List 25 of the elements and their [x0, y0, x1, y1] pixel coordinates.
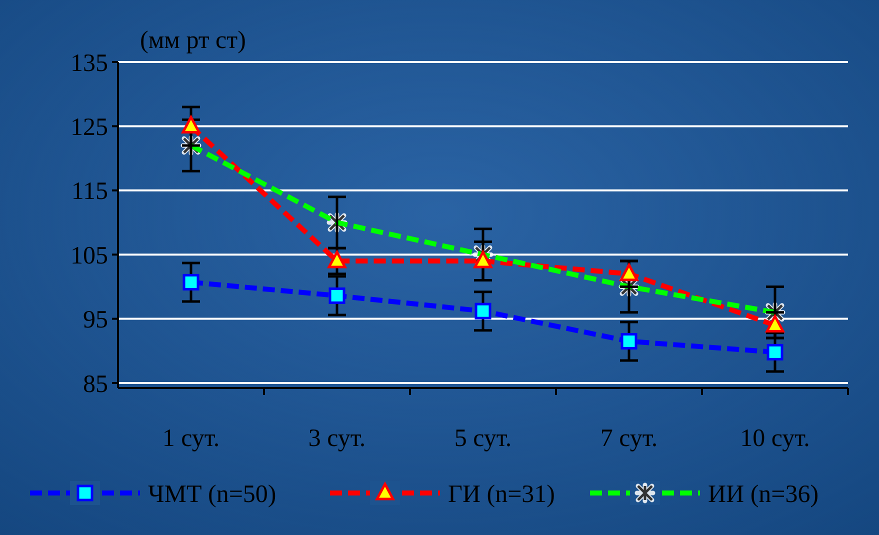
point	[620, 264, 638, 282]
x-tick-label: 7 сут.	[600, 425, 658, 452]
y-tick-label: 105	[70, 242, 108, 270]
legend-label: ЧМТ (n=50)	[148, 480, 276, 508]
y-tick-label: 135	[70, 50, 108, 77]
legend-label: ГИ (n=31)	[448, 480, 556, 508]
point	[328, 287, 346, 304]
point	[328, 250, 346, 268]
y-tick-label: 85	[83, 370, 108, 398]
x-tick-label: 5 сут.	[454, 425, 512, 452]
point	[182, 116, 200, 134]
point	[766, 314, 784, 332]
point	[474, 302, 492, 320]
y-tick-label: 95	[83, 306, 108, 334]
y-axis-title: (мм рт ст)	[140, 27, 246, 54]
point	[182, 274, 200, 290]
x-tick-label: 10 сут.	[740, 425, 810, 452]
point	[474, 250, 492, 268]
point	[766, 344, 784, 360]
legend-label: ИИ (n=36)	[708, 480, 819, 508]
y-tick-label: 125	[70, 114, 108, 141]
y-tick-label: 115	[71, 178, 108, 206]
x-tick-label: 3 сут.	[308, 425, 366, 452]
x-tick-label: 1 сут.	[162, 425, 220, 452]
point	[620, 333, 638, 350]
